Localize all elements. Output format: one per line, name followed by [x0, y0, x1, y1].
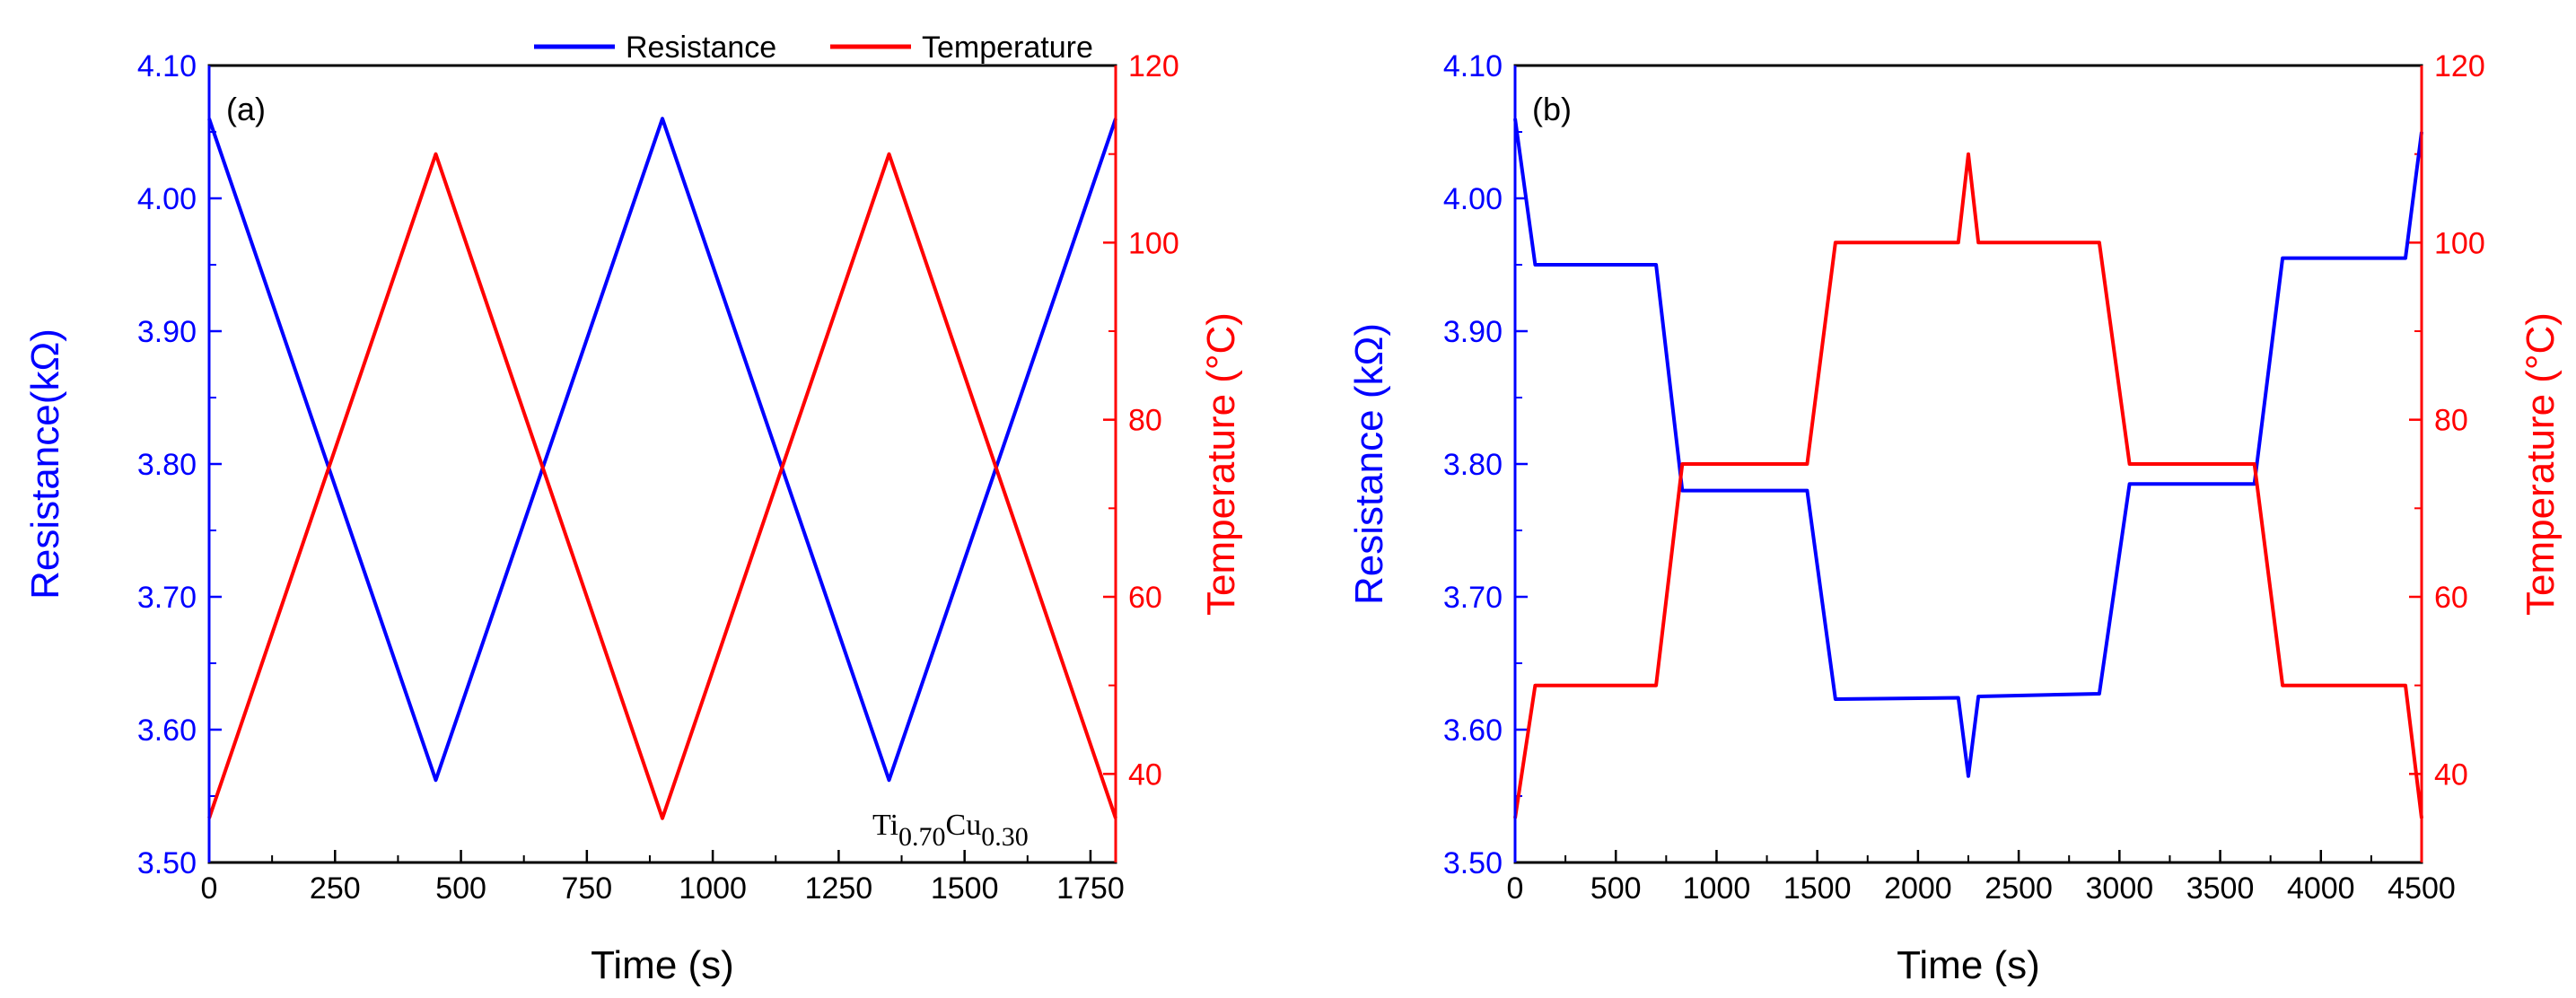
plot-frame-b: [1513, 64, 2423, 864]
y-left-tick-label-a: 3.80: [137, 448, 197, 482]
y-left-tick-label-a: 3.60: [137, 713, 197, 748]
legend: Resistance Temperature: [534, 31, 1093, 65]
temperature-line-b: [1513, 152, 2423, 819]
y-left-title-b: Resistance (kΩ): [1347, 323, 1391, 605]
y-left-tick-label-a: 3.90: [137, 315, 197, 349]
alloy-cu-fraction: 0.30: [981, 822, 1029, 852]
alloy-ti-fraction: 0.70: [898, 822, 946, 852]
panel-label-b: (b): [1532, 91, 1572, 127]
y-left-tick-label-b: 3.80: [1443, 448, 1503, 482]
y-right-tick-label-a: 100: [1128, 226, 1179, 260]
y-right-tick-label-b: 100: [2434, 226, 2485, 260]
y-right-tick-label-a: 120: [1128, 49, 1179, 83]
alloy-annotation: Ti0.70Cu0.30: [872, 809, 1029, 852]
x-tick-label-b: 4000: [2287, 871, 2355, 906]
plot-frame-a: [207, 64, 1117, 864]
x-tick-label-b: 1000: [1683, 871, 1751, 906]
x-axis-title-b: Time (s): [1897, 943, 2040, 987]
x-tick-label-b: 0: [1507, 871, 1524, 906]
y-left-tick-label-a: 4.00: [137, 182, 197, 216]
x-tick-label-a: 500: [435, 871, 486, 906]
resistance-line-b: [1513, 118, 2423, 778]
y-right-tick-label-b: 40: [2434, 757, 2468, 792]
y-right-tick-label-a: 60: [1128, 581, 1162, 615]
y-right-tick-label-a: 40: [1128, 757, 1162, 792]
panel-b: 0 500 1000 1500 2000 2500 3000 3500 4000 4500 3.50…: [1347, 49, 2563, 987]
y-left-title-a: Resistance(kΩ): [23, 328, 67, 600]
x-tick-label-b: 2000: [1884, 871, 1952, 906]
y-left-tick-label-b: 4.00: [1443, 182, 1503, 216]
x-tick-label-b: 4500: [2388, 871, 2456, 906]
y-right-title-b: Temperature (°C): [2519, 312, 2563, 616]
panel-a: 0 250 500 750 1000 1250 1500 1750 3.50 3.60 3.70 3.…: [23, 49, 1243, 987]
x-tick-label-a: 1250: [805, 871, 873, 906]
x-tick-label-b: 3500: [2186, 871, 2255, 906]
x-tick-label-a: 1500: [931, 871, 999, 906]
legend-resistance-label: Resistance: [626, 31, 776, 65]
y-right-tick-label-a: 80: [1128, 404, 1162, 438]
y-left-tick-label-a: 3.50: [137, 846, 197, 880]
y-left-tick-label-b: 3.50: [1443, 846, 1503, 880]
y-right-title-a: Temperature (°C): [1199, 312, 1243, 616]
alloy-element-cu: Cu: [946, 809, 982, 842]
y-right-tick-label-b: 120: [2434, 49, 2485, 83]
x-tick-label-b: 1500: [1783, 871, 1852, 906]
y-right-tick-label-b: 80: [2434, 404, 2468, 438]
x-tick-label-a: 1000: [679, 871, 747, 906]
y-left-tick-label-b: 4.10: [1443, 49, 1503, 83]
resistance-line-a: [207, 117, 1117, 783]
x-tick-label-a: 750: [561, 871, 612, 906]
y-left-tick-label-a: 3.70: [137, 581, 197, 615]
alloy-element-ti: Ti: [872, 809, 898, 842]
y-left-tick-label-a: 4.10: [137, 49, 197, 83]
x-tick-label-b: 500: [1590, 871, 1642, 906]
y-left-tick-label-b: 3.90: [1443, 315, 1503, 349]
x-tick-label-a: 250: [310, 871, 361, 906]
y-left-tick-label-b: 3.60: [1443, 713, 1503, 748]
x-tick-label-b: 3000: [2086, 871, 2154, 906]
x-tick-label-a: 0: [201, 871, 218, 906]
legend-temperature-label: Temperature: [922, 31, 1093, 65]
y-right-tick-label-b: 60: [2434, 581, 2468, 615]
x-tick-label-b: 2500: [1985, 871, 2053, 906]
panel-label-a: (a): [226, 91, 266, 127]
temperature-line-a: [207, 152, 1117, 820]
y-left-tick-label-b: 3.70: [1443, 581, 1503, 615]
x-axis-title-a: Time (s): [591, 943, 734, 987]
x-tick-label-a: 1750: [1056, 871, 1125, 906]
